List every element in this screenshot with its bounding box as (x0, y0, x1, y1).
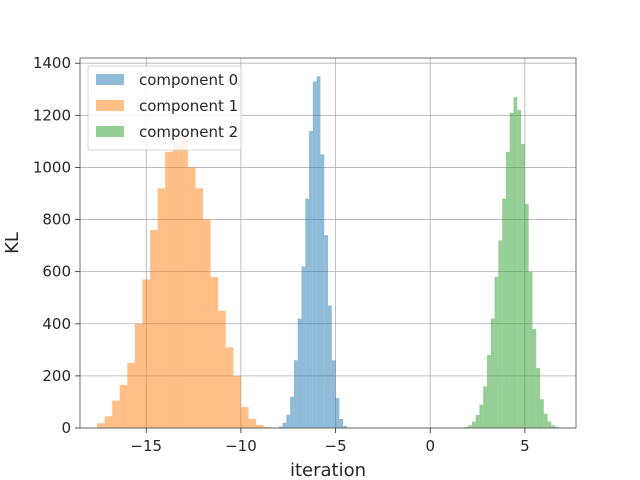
histogram-bar (293, 360, 298, 428)
histogram-bar (316, 76, 321, 428)
legend-label: component 1 (139, 97, 238, 115)
histogram-bar (97, 423, 105, 428)
histogram-bar (104, 416, 113, 428)
y-tick-label: 0 (61, 419, 71, 437)
histogram-bar (157, 188, 166, 428)
y-axis-label: KL (2, 232, 23, 254)
histogram-bar (343, 425, 347, 428)
plot-frame (79, 57, 577, 429)
histogram-bar (165, 151, 173, 429)
histogram-bar (543, 413, 548, 428)
histogram-bar (187, 167, 196, 428)
histogram-bar (521, 143, 525, 429)
histogram-bar (210, 276, 219, 428)
histogram-bar (528, 271, 533, 428)
histogram-bar (494, 276, 499, 428)
histogram-bar (309, 130, 313, 428)
histogram-bar (328, 305, 332, 428)
x-tick-label: −15 (130, 437, 162, 455)
histogram-bar (547, 421, 552, 428)
histogram-bar (524, 203, 529, 428)
histogram-bar (335, 398, 340, 428)
histogram-bar (468, 425, 472, 428)
histogram-bar (551, 425, 556, 428)
series-1-bars (97, 136, 272, 429)
legend-swatch (96, 100, 124, 111)
y-tick-label: 1000 (33, 158, 71, 176)
histogram-bar (502, 198, 506, 428)
histogram-bar (256, 424, 264, 428)
histogram-bar (487, 355, 491, 428)
x-tick-label: 5 (520, 437, 530, 455)
histogram-bar (479, 404, 484, 428)
legend-swatch (96, 126, 124, 137)
histogram-bar (225, 347, 234, 428)
x-tick-label: −5 (325, 437, 347, 455)
histogram-bar (517, 110, 522, 429)
legend: component 0 component 1 component 2 (87, 65, 242, 151)
histogram-bar (286, 414, 291, 428)
histogram-bar (464, 426, 469, 428)
histogram-bar (263, 426, 272, 428)
y-tick-label: 1200 (33, 106, 71, 124)
histogram-bar (195, 188, 204, 428)
legend-label: component 0 (139, 71, 238, 89)
y-tick-label: 400 (42, 315, 71, 333)
histogram-bar (233, 375, 241, 428)
histogram-bar (540, 399, 544, 428)
histogram-bar (248, 418, 257, 428)
histogram-bar (532, 328, 537, 428)
histogram-bar (119, 385, 128, 428)
histogram-bar (555, 426, 559, 428)
histogram-bar (301, 266, 306, 428)
histogram-bar (127, 362, 135, 428)
legend-label: component 2 (139, 123, 238, 141)
histogram-bar (475, 414, 480, 428)
y-tick-label: 800 (42, 211, 71, 229)
x-axis-ticks: −15 −10 −5 0 5 (130, 428, 530, 455)
histogram-bar (134, 323, 143, 428)
histogram-bar (172, 141, 181, 428)
histogram-bar (498, 240, 503, 428)
x-tick-label: 0 (425, 437, 435, 455)
histogram-bar (150, 229, 158, 428)
y-tick-label: 600 (42, 263, 71, 281)
histogram-bar (180, 136, 188, 429)
histogram-bar (324, 235, 328, 428)
histogram-bar (339, 418, 344, 428)
histogram-bar (471, 421, 476, 428)
x-axis-label: iteration (290, 460, 366, 480)
histogram-bar (290, 396, 294, 428)
histogram-bar (142, 279, 151, 428)
histogram-bar (312, 81, 317, 428)
histogram-bar (297, 318, 302, 428)
histogram-bar (490, 318, 495, 428)
histogram-bar (305, 198, 310, 428)
histogram-bar (505, 151, 510, 429)
histogram-bar (240, 407, 249, 428)
histogram-bar (282, 422, 287, 428)
histogram-bar (203, 219, 211, 428)
histogram-bar (218, 310, 226, 428)
histogram-bar (513, 97, 518, 429)
histogram-bar (278, 426, 283, 428)
legend-swatch (96, 74, 124, 85)
x-tick-label: −10 (225, 437, 257, 455)
histogram-bar (536, 368, 541, 428)
histogram-bar (509, 112, 514, 428)
legend-frame (87, 65, 242, 151)
y-tick-label: 200 (42, 367, 71, 385)
histogram-bar (483, 386, 488, 428)
histogram-bar (320, 154, 325, 428)
series-0-bars (278, 76, 351, 428)
histogram-bar (331, 360, 336, 428)
histogram-bars (97, 76, 559, 429)
series-2-bars (464, 97, 559, 429)
histogram-bar (112, 400, 120, 428)
y-tick-label: 1400 (33, 54, 71, 72)
y-axis-ticks: 0 200 400 600 800 1000 1200 1400 (33, 54, 80, 437)
